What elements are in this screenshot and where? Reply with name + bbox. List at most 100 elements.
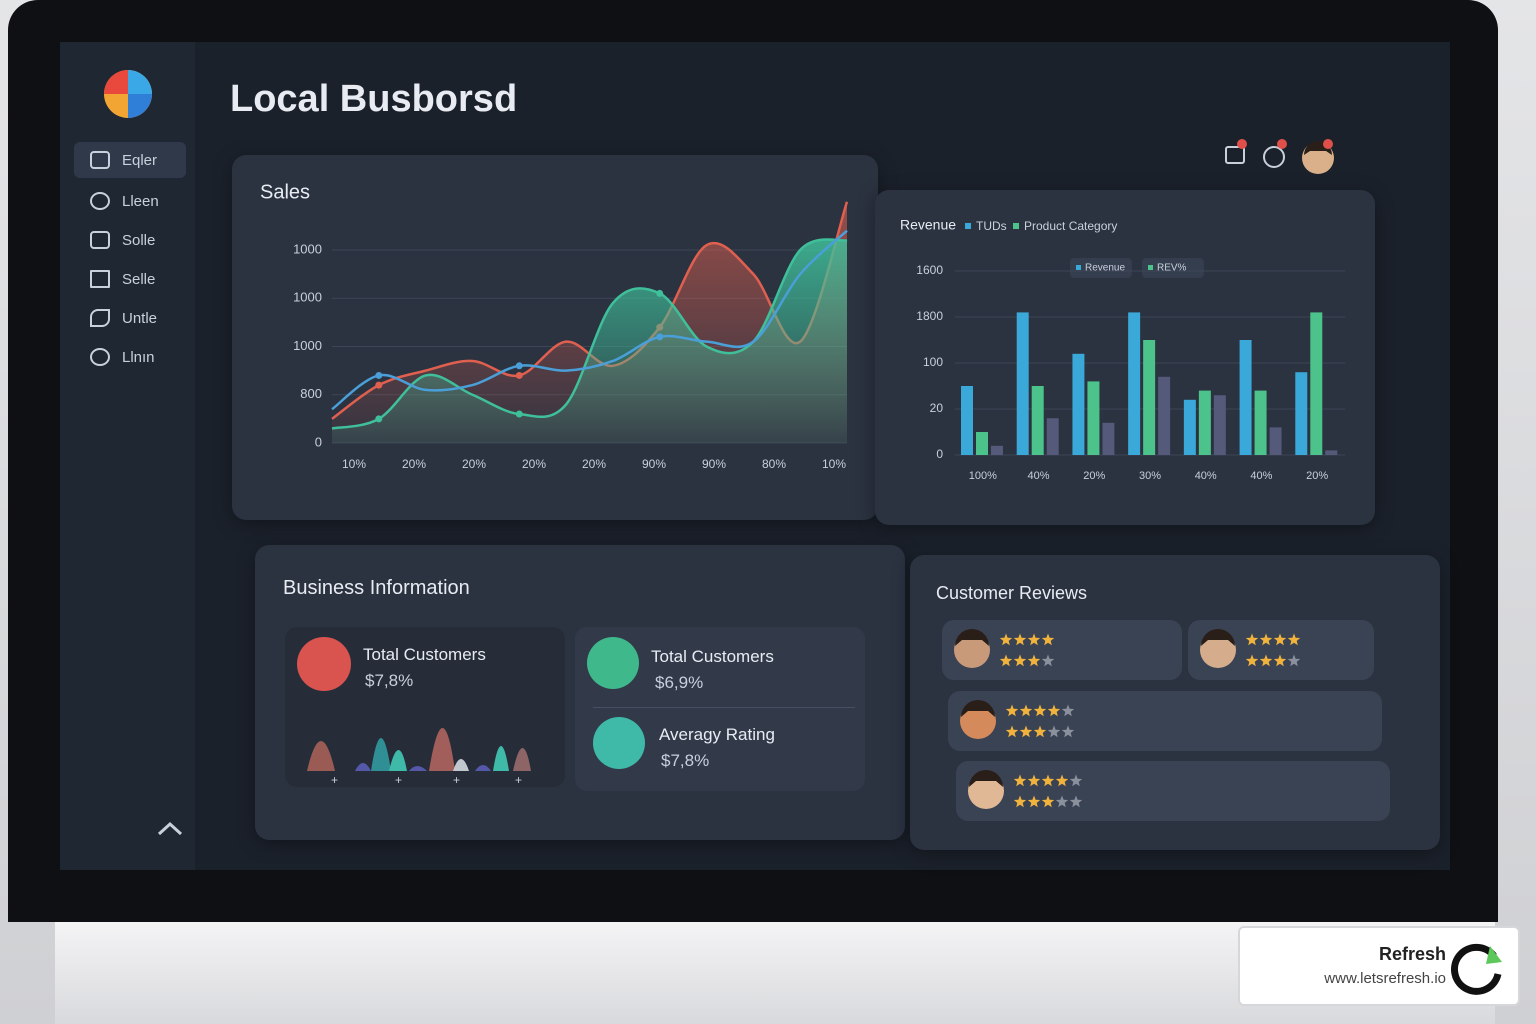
- bar: [1046, 418, 1059, 455]
- stat-value: $7,8%: [365, 671, 414, 690]
- legend-chip: [1070, 258, 1132, 278]
- logo: [104, 70, 152, 118]
- nav-item[interactable]: Solle: [74, 222, 186, 258]
- x-tick-label: 40%: [1250, 470, 1272, 482]
- reviews-card: Customer Reviews: [910, 555, 1440, 850]
- brand-name: Refresh: [1378, 944, 1446, 964]
- review-content: [968, 770, 1083, 809]
- x-tick-label: 20%: [1306, 470, 1328, 482]
- star: [1069, 774, 1083, 787]
- card-title: Customer Reviews: [936, 583, 1088, 603]
- star: [1005, 725, 1019, 738]
- star: [1041, 774, 1055, 787]
- page-title: Local Busborsd: [230, 78, 518, 120]
- bar: [1198, 390, 1211, 455]
- collapse-button[interactable]: [156, 820, 184, 838]
- point: [515, 410, 523, 418]
- x-tick-label: 20%: [402, 457, 426, 471]
- search-icon[interactable]: [1263, 146, 1285, 168]
- star: [1013, 795, 1027, 808]
- bar: [1269, 427, 1282, 455]
- legend-label: Revenue: [1085, 263, 1125, 274]
- point: [656, 333, 664, 341]
- svg-text:+: +: [331, 773, 338, 785]
- notification-dot: [1237, 139, 1247, 149]
- stat-group: Total Customers $6,9% Averagy Rating $7,…: [575, 627, 865, 791]
- star: [1019, 704, 1033, 717]
- stat-card: Total Customers $7,8% + + + +: [285, 627, 565, 787]
- nav-item[interactable]: Eqler: [74, 142, 186, 178]
- star: [1055, 795, 1069, 808]
- star: [1259, 633, 1273, 646]
- x-tick-label: 40%: [1195, 470, 1217, 482]
- bar: [1239, 340, 1252, 455]
- reviewer-hair: [1201, 629, 1235, 646]
- y-tick-label: 0: [936, 447, 943, 461]
- x-tick-label: 90%: [642, 457, 666, 471]
- review-row[interactable]: [1188, 620, 1374, 680]
- nav-item[interactable]: Untle: [74, 300, 186, 336]
- star: [1287, 654, 1301, 667]
- bar: [1310, 312, 1323, 455]
- bar: [1213, 395, 1226, 455]
- review-row[interactable]: [942, 620, 1182, 680]
- star: [999, 654, 1013, 667]
- star: [1245, 633, 1259, 646]
- review-content: [954, 629, 1055, 668]
- bar: [1325, 450, 1338, 455]
- star: [1019, 725, 1033, 738]
- legend-label: TUDs: [976, 219, 1007, 233]
- star: [1069, 795, 1083, 808]
- sales-chart: Sales 0 800 1000 1000 1000 10% 20% 20% 20% 20% 90%…: [260, 181, 849, 471]
- cart-icon[interactable]: [1225, 146, 1245, 164]
- nav-item[interactable]: Lleen: [74, 183, 186, 219]
- point: [375, 381, 383, 389]
- business-card: Business Information Total Customers $7,…: [255, 545, 905, 840]
- nav-label: Selle: [122, 270, 156, 288]
- review-content: [1200, 629, 1301, 668]
- stat-label: Averagy Rating: [659, 725, 775, 744]
- y-tick-label: 100: [923, 355, 943, 369]
- star: [1027, 633, 1041, 646]
- reviewer-avatar: [954, 632, 990, 668]
- x-tick-label: 20%: [462, 457, 486, 471]
- star: [1033, 704, 1047, 717]
- star: [1013, 774, 1027, 787]
- y-tick-label: 0: [315, 434, 322, 449]
- line: [331, 229, 848, 411]
- stat-value: $6,9%: [655, 673, 704, 692]
- line: [331, 238, 848, 430]
- reviewer-hair: [969, 770, 1003, 787]
- nav-label: Eqler: [122, 151, 158, 169]
- star: [1273, 633, 1287, 646]
- header-icons: [1225, 139, 1334, 174]
- revenue-card: Revenue TUDs Product Category Revenue REV% 0…: [875, 190, 1375, 525]
- brand-logo: [1451, 943, 1502, 995]
- point: [375, 371, 383, 379]
- x-tick-label: 20%: [1083, 470, 1105, 482]
- star: [1273, 654, 1287, 667]
- star: [1061, 725, 1075, 738]
- y-tick-label: 1800: [916, 309, 943, 323]
- brand-url: www.letsrefresh.io: [1324, 970, 1446, 987]
- y-tick-label: 1600: [916, 263, 943, 277]
- star: [999, 633, 1013, 646]
- y-tick-label: 1000: [293, 241, 322, 256]
- nav-item[interactable]: Selle: [74, 261, 186, 297]
- review-content: [960, 700, 1075, 739]
- point: [656, 289, 664, 297]
- bar: [1087, 381, 1100, 455]
- x-tick-label: 100%: [969, 470, 997, 482]
- bar: [1254, 390, 1267, 455]
- stat-icon: [297, 637, 351, 691]
- brand-badge[interactable]: Refresh www.letsrefresh.io: [1238, 926, 1520, 1006]
- star: [1027, 795, 1041, 808]
- point: [515, 371, 523, 379]
- review-row[interactable]: [956, 761, 1390, 821]
- review-row[interactable]: [948, 691, 1382, 751]
- x-tick-label: 10%: [822, 457, 846, 471]
- stat-value: $7,8%: [661, 751, 710, 770]
- reviewer-avatar: [968, 773, 1004, 809]
- x-tick-label: 20%: [582, 457, 606, 471]
- nav-item[interactable]: Llnın: [74, 339, 186, 375]
